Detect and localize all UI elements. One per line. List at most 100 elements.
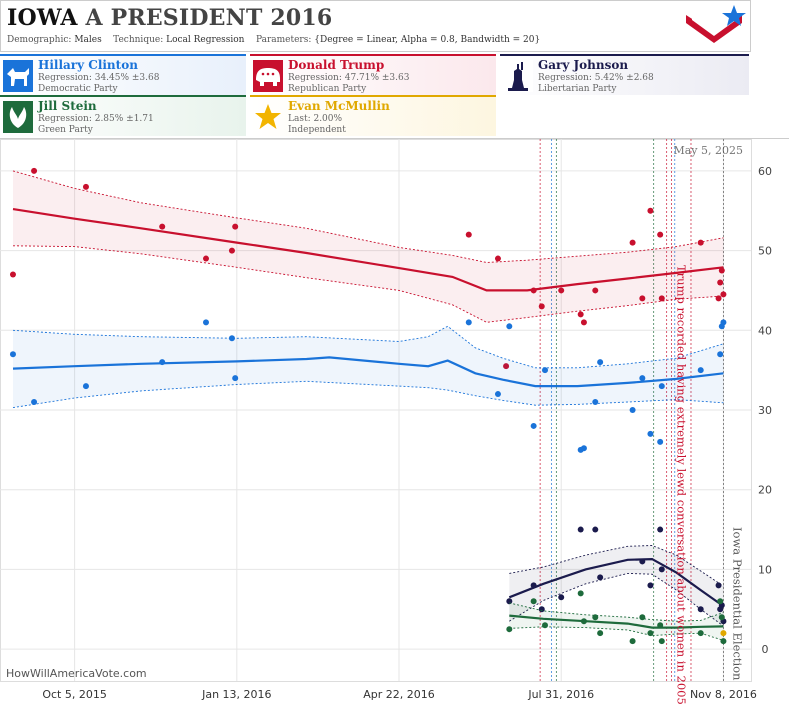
page-title: IOWA A PRESIDENT 2016 (7, 5, 332, 31)
candidate-regression: Regression: 5.42% ±2.68 (538, 73, 654, 83)
hillary-clinton-poll-point (159, 359, 166, 366)
hillary-clinton-poll-point (9, 351, 16, 358)
jill-stein-poll-point (577, 590, 584, 597)
hillary-clinton-lower-bound (12, 380, 724, 409)
donald-trump-poll-point (697, 239, 704, 246)
jill-stein-poll-point (597, 630, 604, 637)
candidate-name: Jill Stein (38, 99, 97, 113)
parameters-line: Demographic: Males Technique: Local Regr… (7, 35, 540, 45)
y-tick-label: 30 (758, 404, 772, 417)
hillary-clinton-poll-point (530, 422, 537, 429)
candidate-party: Green Party (38, 125, 93, 135)
candidate-party: Democratic Party (38, 84, 118, 94)
candidate-regression: Regression: 34.45% ±3.68 (38, 73, 160, 83)
jill-stein-poll-point (697, 630, 704, 637)
donald-trump-poll-point (715, 295, 722, 302)
candidate-name: Gary Johnson (538, 58, 629, 72)
donald-trump-poll-point (717, 279, 724, 286)
gary-johnson-trend-line (508, 557, 725, 607)
y-tick-label: 10 (758, 563, 772, 576)
title-state: IOWA (7, 5, 78, 31)
jill-stein-poll-point (717, 598, 724, 605)
hillary-clinton-poll-point (506, 323, 513, 330)
demographic-label: Demographic: (7, 35, 72, 45)
hillary-clinton-poll-point (232, 375, 239, 382)
donald-trump-poll-point (538, 303, 545, 310)
gary-johnson-poll-point (592, 526, 599, 533)
jill-stein-upper-bound (509, 602, 724, 622)
x-tick-label: Nov 8, 2016 (690, 688, 757, 701)
gary-johnson-poll-point (538, 606, 545, 613)
gary-johnson-poll-point (577, 526, 584, 533)
hillary-clinton-poll-point (720, 319, 727, 326)
hillary-clinton-poll-point (657, 438, 664, 445)
star-icon (255, 104, 281, 129)
jill-stein-poll-point (530, 598, 537, 605)
gary-johnson-poll-point (639, 558, 646, 565)
site-credit: HowWillAmericaVote.com (6, 667, 147, 680)
hillary-clinton-poll-point (494, 391, 501, 398)
hillary-clinton-poll-point (639, 375, 646, 382)
poll-chart: 0 10 20 30 40 50 60 Oct 5, 2015 Jan 13, 2016 Apr … (0, 138, 789, 705)
y-tick-label: 60 (758, 165, 772, 178)
y-tick-label: 40 (758, 324, 772, 337)
hillary-clinton-poll-point (592, 399, 599, 406)
gary-johnson-lower-bound (509, 572, 724, 627)
hillary-clinton-poll-point (82, 383, 89, 390)
hillary-clinton-poll-point (202, 319, 209, 326)
donald-trump-poll-point (530, 287, 537, 294)
gary-johnson-poll-point (530, 582, 537, 589)
gary-johnson-poll-point (697, 606, 704, 613)
y-tick-label: 0 (762, 643, 769, 656)
gary-johnson-poll-point (558, 594, 565, 601)
gary-johnson-poll-point (658, 566, 665, 573)
jill-stein-poll-point (592, 614, 599, 621)
current-date-label: May 5, 2025 (673, 144, 743, 157)
flag-star-logo-icon (686, 5, 746, 43)
gary-johnson-upper-bound (509, 545, 724, 587)
donald-trump-poll-point (31, 167, 38, 174)
x-tick-label: Jul 31, 2016 (527, 688, 594, 701)
donald-trump-poll-point (658, 295, 665, 302)
donald-trump-poll-point (577, 311, 584, 318)
hillary-clinton-poll-point (697, 367, 704, 374)
y-tick-label: 50 (758, 245, 772, 258)
donald-trump-confidence-band (13, 170, 724, 323)
hillary-clinton-confidence-band (13, 326, 724, 408)
leaf-icon (3, 101, 33, 133)
donald-trump-poll-point (232, 223, 239, 230)
hillary-clinton-upper-bound (12, 325, 724, 369)
donald-trump-poll-point (720, 291, 727, 298)
annotation-label: Iowa Presidential Election (730, 527, 744, 681)
donald-trump-poll-point (639, 295, 646, 302)
donald-trump-upper-bound (12, 170, 724, 263)
x-tick-label: Jan 13, 2016 (201, 688, 271, 701)
candidate-card-mcmullin: Evan McMullin Last: 2.00% Independent (250, 95, 496, 136)
y-tick-label: 20 (758, 484, 772, 497)
technique-label: Technique: (113, 35, 164, 45)
candidate-card-johnson: Gary Johnson Regression: 5.42% ±2.68 Lib… (500, 54, 749, 95)
hillary-clinton-poll-point (647, 430, 654, 437)
donald-trump-poll-point (202, 255, 209, 262)
header-panel: IOWA A PRESIDENT 2016 Demographic: Males… (0, 0, 751, 52)
candidate-card-stein: Jill Stein Regression: 2.85% ±1.71 Green… (0, 95, 246, 136)
donald-trump-poll-point (503, 363, 510, 370)
donald-trump-poll-point (9, 271, 16, 278)
jill-stein-poll-point (718, 614, 725, 621)
candidate-last: Last: 2.00% (288, 114, 343, 124)
donald-trump-poll-point (558, 287, 565, 294)
jill-stein-lower-bound (509, 626, 724, 641)
donkey-icon (3, 60, 33, 92)
donald-trump-poll-point (718, 267, 725, 274)
hillary-clinton-poll-point (717, 351, 724, 358)
annotation-label: Trump recorded having extremely lewd con… (675, 265, 689, 705)
donald-trump-lower-bound (12, 245, 724, 323)
hillary-clinton-poll-point (629, 407, 636, 413)
donald-trump-poll-point (82, 183, 89, 190)
elephant-icon (253, 60, 283, 92)
hillary-clinton-poll-point (31, 399, 38, 406)
donald-trump-poll-point (465, 231, 472, 238)
donald-trump-poll-point (228, 247, 235, 254)
candidate-regression: Regression: 47.71% ±3.63 (288, 73, 410, 83)
candidate-name: Evan McMullin (288, 99, 390, 113)
